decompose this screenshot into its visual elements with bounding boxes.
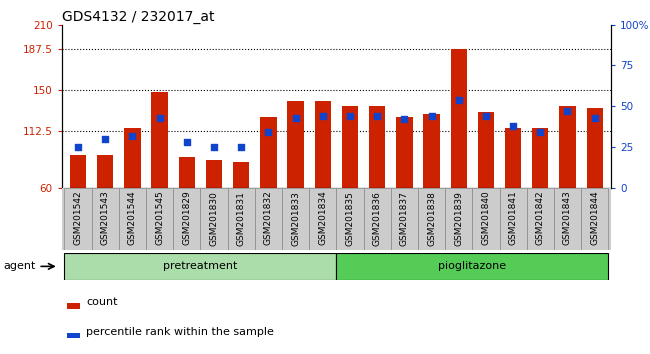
- Bar: [174, 188, 200, 250]
- Point: [590, 115, 600, 120]
- Bar: [369, 106, 385, 188]
- Bar: [146, 188, 174, 250]
- Bar: [499, 188, 526, 250]
- Point: [454, 97, 464, 103]
- Bar: [67, 333, 81, 338]
- Bar: [119, 188, 146, 250]
- Bar: [260, 117, 276, 188]
- Text: GSM201844: GSM201844: [590, 191, 599, 245]
- Text: GSM201837: GSM201837: [400, 191, 409, 246]
- Text: GSM201835: GSM201835: [345, 191, 354, 246]
- Bar: [70, 155, 86, 188]
- Point: [181, 139, 192, 145]
- Text: GSM201830: GSM201830: [209, 191, 218, 246]
- Bar: [560, 106, 576, 188]
- Point: [372, 113, 382, 119]
- Point: [73, 144, 83, 150]
- Bar: [532, 128, 549, 188]
- Text: GSM201542: GSM201542: [73, 191, 83, 245]
- Text: GDS4132 / 232017_at: GDS4132 / 232017_at: [62, 10, 214, 24]
- Bar: [473, 188, 499, 250]
- Text: GSM201843: GSM201843: [563, 191, 572, 245]
- Bar: [255, 188, 282, 250]
- Bar: [478, 112, 494, 188]
- Bar: [200, 188, 227, 250]
- Bar: [450, 48, 467, 188]
- Text: GSM201833: GSM201833: [291, 191, 300, 246]
- Point: [508, 123, 518, 129]
- Point: [263, 130, 274, 135]
- Bar: [505, 128, 521, 188]
- Bar: [64, 253, 337, 280]
- Text: GSM201840: GSM201840: [482, 191, 490, 245]
- Bar: [227, 188, 255, 250]
- Point: [318, 113, 328, 119]
- Point: [344, 113, 355, 119]
- Bar: [92, 188, 119, 250]
- Bar: [124, 128, 140, 188]
- Bar: [282, 188, 309, 250]
- Point: [426, 113, 437, 119]
- Bar: [309, 188, 337, 250]
- Point: [291, 115, 301, 120]
- Bar: [151, 92, 168, 188]
- Bar: [396, 117, 413, 188]
- Text: GSM201839: GSM201839: [454, 191, 463, 246]
- Bar: [337, 253, 608, 280]
- Text: GSM201829: GSM201829: [183, 191, 191, 245]
- Point: [562, 108, 573, 114]
- Text: GSM201832: GSM201832: [264, 191, 273, 245]
- Bar: [554, 188, 581, 250]
- Point: [155, 115, 165, 120]
- Bar: [423, 114, 439, 188]
- Bar: [64, 188, 92, 250]
- Bar: [363, 188, 391, 250]
- Point: [236, 144, 246, 150]
- Point: [209, 144, 219, 150]
- Bar: [315, 101, 331, 188]
- Point: [481, 113, 491, 119]
- Point: [127, 133, 138, 138]
- Text: GSM201842: GSM201842: [536, 191, 545, 245]
- Text: GSM201543: GSM201543: [101, 191, 110, 245]
- Point: [100, 136, 110, 142]
- Text: agent: agent: [3, 261, 36, 272]
- Text: GSM201545: GSM201545: [155, 191, 164, 245]
- Bar: [287, 101, 304, 188]
- Bar: [418, 188, 445, 250]
- Bar: [391, 188, 418, 250]
- Bar: [526, 188, 554, 250]
- Text: pioglitazone: pioglitazone: [438, 261, 506, 272]
- Point: [399, 116, 410, 122]
- Text: percentile rank within the sample: percentile rank within the sample: [86, 327, 274, 337]
- Bar: [62, 188, 611, 250]
- Bar: [233, 161, 250, 188]
- Text: pretreatment: pretreatment: [163, 261, 238, 272]
- Point: [535, 130, 545, 135]
- Bar: [337, 188, 363, 250]
- Text: GSM201831: GSM201831: [237, 191, 246, 246]
- Bar: [206, 160, 222, 188]
- Bar: [97, 155, 113, 188]
- Text: GSM201834: GSM201834: [318, 191, 328, 245]
- Bar: [586, 108, 603, 188]
- Bar: [581, 188, 608, 250]
- Bar: [179, 157, 195, 188]
- Text: GSM201841: GSM201841: [508, 191, 517, 245]
- Text: GSM201838: GSM201838: [427, 191, 436, 246]
- Bar: [342, 106, 358, 188]
- Bar: [67, 303, 81, 309]
- Text: GSM201836: GSM201836: [372, 191, 382, 246]
- Bar: [445, 188, 473, 250]
- Text: count: count: [86, 297, 118, 307]
- Text: GSM201544: GSM201544: [128, 191, 137, 245]
